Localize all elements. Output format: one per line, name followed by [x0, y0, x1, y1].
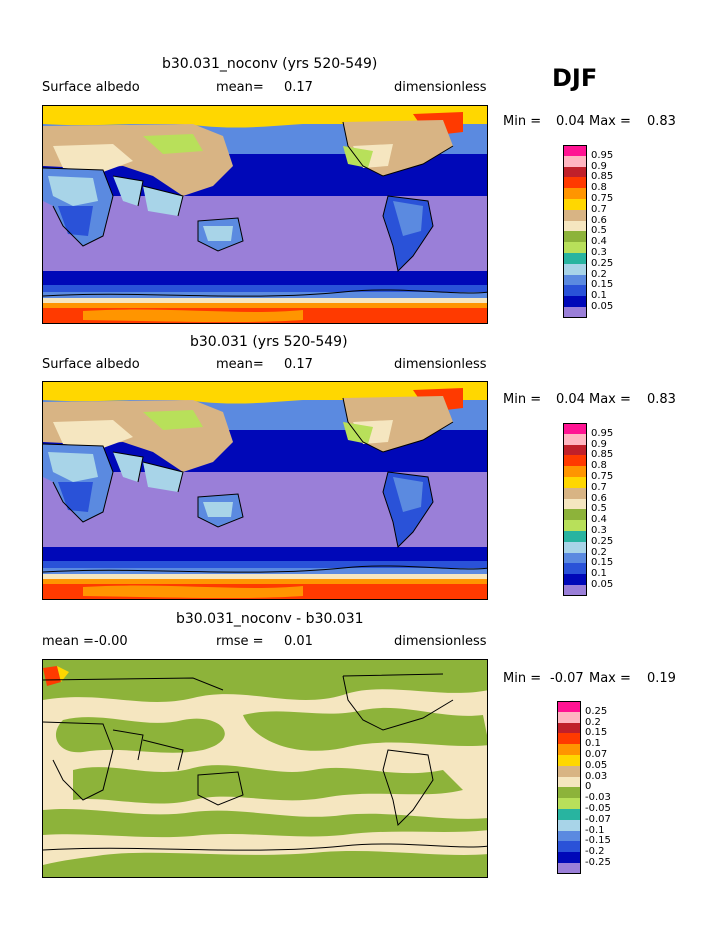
legend-label: 0.15	[591, 279, 614, 291]
legend-label: 0.25	[591, 257, 614, 269]
panel-1-mean-value: 0.17	[284, 80, 313, 95]
legend-label: 0	[585, 781, 592, 793]
legend-label: 0.9	[591, 438, 607, 450]
legend-label: 0.3	[591, 247, 607, 258]
panel-1-title: b30.031_noconv (yrs 520-549)	[162, 56, 378, 72]
legend-frame	[557, 701, 581, 874]
panel-3-mean-label: mean =	[42, 634, 94, 649]
legend-label: 0.85	[591, 449, 614, 461]
panel-3-mean-value: -0.00	[94, 634, 128, 649]
legend-label: 0.5	[591, 225, 607, 237]
panel-3-min-value: -0.07	[550, 671, 584, 686]
panel-1-min-value: 0.04	[556, 114, 585, 129]
panel-1-units-label: dimensionless	[394, 80, 487, 95]
panel-3-units-label: dimensionless	[394, 634, 487, 649]
legend-label: 0.9	[591, 160, 607, 172]
legend-label: -0.05	[585, 803, 611, 814]
panel-2-min-label: Min =	[503, 392, 542, 407]
legend-label: 0.15	[585, 727, 608, 739]
season-label: DJF	[552, 64, 598, 92]
legend-label: 0.75	[591, 471, 614, 482]
panel-1-map	[42, 105, 488, 324]
legend-label: 0.4	[591, 514, 607, 526]
legend-label: 0.5	[591, 503, 607, 515]
panel-3-max-value: 0.19	[647, 671, 676, 686]
legend-label: 0.1	[591, 290, 607, 302]
legend-label: 0.95	[591, 149, 614, 161]
legend-label: 0.2	[591, 546, 607, 558]
panel-2-title: b30.031 (yrs 520-549)	[190, 334, 348, 350]
legend-label: 0.25	[585, 705, 608, 717]
legend-label: 0.1	[585, 738, 601, 750]
panel-3-min-label: Min =	[503, 671, 542, 686]
panel-2-mean-label: mean=	[216, 357, 264, 372]
legend-label: 0.3	[591, 525, 607, 536]
panel-1-mean-label: mean=	[216, 80, 264, 95]
legend-label: 0.8	[591, 182, 607, 194]
legend-label: 0.8	[591, 460, 607, 472]
legend-label: -0.03	[585, 792, 611, 804]
legend-label: 0.2	[591, 268, 607, 280]
legend-label: -0.07	[585, 813, 611, 825]
legend-label: 0.25	[591, 535, 614, 547]
legend-label: 0.1	[591, 568, 607, 580]
legend-label: 0.7	[591, 203, 607, 215]
panel-2-max-value: 0.83	[647, 392, 676, 407]
legend-label: -0.1	[585, 824, 605, 836]
panel-2-units-label: dimensionless	[394, 357, 487, 372]
panel-2-mean-value: 0.17	[284, 357, 313, 372]
panel-1-legend: 0.95 0.9 0.85 0.8 0.75 0.7 0.6 0.5 0.4 0.3 0.25 0.2…	[563, 145, 653, 318]
panel-3-rmse-label: rmse =	[216, 634, 264, 649]
panel-3-rmse-value: 0.01	[284, 634, 313, 649]
legend-label: 0.2	[585, 716, 601, 728]
panel-3-max-label: Max =	[589, 671, 631, 686]
legend-label: 0.05	[591, 579, 614, 590]
legend-label: 0.05	[585, 759, 608, 771]
panel-1-variable-label: Surface albedo	[42, 80, 140, 95]
legend-label: 0.05	[591, 301, 614, 312]
legend-label: 0.75	[591, 193, 614, 204]
legend-frame	[563, 423, 587, 596]
panel-2-variable-label: Surface albedo	[42, 357, 140, 372]
panel-3-title: b30.031_noconv - b30.031	[176, 611, 364, 627]
legend-label: 0.03	[585, 770, 608, 782]
legend-label: 0.6	[591, 214, 607, 226]
panel-2-min-value: 0.04	[556, 392, 585, 407]
legend-label: -0.2	[585, 846, 605, 858]
panel-3-map	[42, 659, 488, 878]
legend-label: 0.4	[591, 236, 607, 248]
legend-label: 0.15	[591, 557, 614, 569]
legend-frame	[563, 145, 587, 318]
legend-label: -0.15	[585, 835, 611, 847]
panel-1-max-value: 0.83	[647, 114, 676, 129]
panel-1-max-label: Max =	[589, 114, 631, 129]
legend-label: 0.07	[585, 749, 608, 760]
legend-label: 0.7	[591, 481, 607, 493]
panel-3-legend: 0.25 0.2 0.15 0.1 0.07 0.05 0.03 0 -0.03 -0.05 -0.…	[557, 701, 647, 874]
panel-1-min-label: Min =	[503, 114, 542, 129]
legend-label: -0.25	[585, 857, 611, 868]
legend-label: 0.95	[591, 427, 614, 439]
panel-2-legend: 0.95 0.9 0.85 0.8 0.75 0.7 0.6 0.5 0.4 0.3 0.25 0.2…	[563, 423, 653, 596]
legend-label: 0.6	[591, 492, 607, 504]
panel-2-map	[42, 381, 488, 600]
panel-2-max-label: Max =	[589, 392, 631, 407]
legend-label: 0.85	[591, 171, 614, 183]
